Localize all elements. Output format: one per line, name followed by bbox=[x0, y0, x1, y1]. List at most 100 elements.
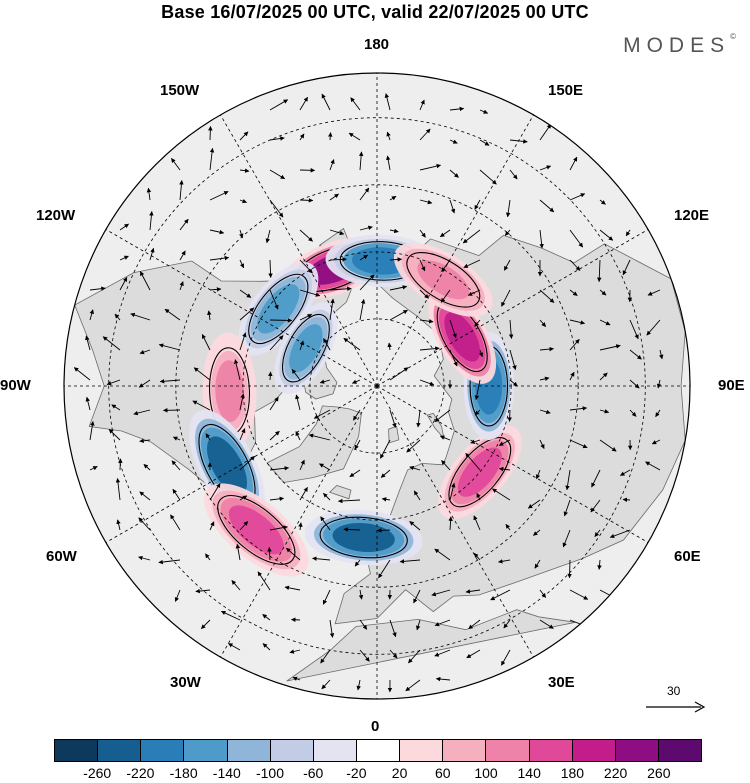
wind-vector-arrow bbox=[569, 289, 578, 296]
wind-vector-arrow bbox=[268, 259, 273, 278]
wind-vector-arrow bbox=[569, 338, 580, 351]
wind-vector-arrow bbox=[599, 344, 621, 351]
wind-vector-arrow bbox=[239, 428, 246, 441]
colorbar-swatch bbox=[184, 740, 228, 761]
wind-vector-arrow bbox=[539, 199, 555, 213]
wind-vector-arrow bbox=[389, 285, 408, 291]
wind-vector-arrow bbox=[389, 409, 397, 428]
meridian-line bbox=[376, 385, 649, 543]
wind-vector-arrow bbox=[479, 139, 490, 146]
wind-vector-arrow bbox=[269, 496, 285, 502]
wind-vector-arrow bbox=[565, 469, 571, 491]
wind-vector-arrow bbox=[479, 169, 497, 185]
wind-vector-arrow bbox=[539, 123, 552, 141]
wind-vector-arrow bbox=[449, 199, 456, 214]
wind-vector-arrow bbox=[329, 619, 335, 638]
anomaly-blue-center-canada-east bbox=[274, 302, 338, 394]
anomaly-contour-fill bbox=[457, 447, 502, 497]
map-disc-border bbox=[63, 72, 691, 700]
wind-vector-arrow bbox=[220, 610, 241, 621]
lon-label-150e: 150E bbox=[548, 82, 584, 99]
lon-label-60w: 60W bbox=[46, 548, 77, 565]
wind-vector-arrow bbox=[599, 199, 606, 205]
meridian-line bbox=[220, 114, 378, 387]
wind-vector-arrow bbox=[356, 679, 361, 691]
wind-vector-arrow bbox=[350, 97, 361, 111]
colorbar-swatch bbox=[141, 740, 185, 761]
wind-vector-arrow bbox=[509, 379, 518, 387]
wind-vector-arrow bbox=[111, 404, 121, 411]
wind-vector-arrow bbox=[233, 359, 241, 381]
wind-vector-arrow bbox=[164, 308, 181, 321]
wind-vector-arrow bbox=[348, 132, 361, 141]
colorbar-swatch bbox=[313, 740, 357, 761]
wind-vector-arrow bbox=[539, 346, 554, 352]
wind-vector-arrow bbox=[449, 169, 459, 178]
wind-vector-arrow bbox=[269, 466, 290, 471]
wind-vector-arrow bbox=[329, 193, 339, 201]
wind-vector-arrow bbox=[85, 335, 91, 351]
wind-vector-arrow bbox=[505, 523, 511, 531]
wind-vector-arrow bbox=[269, 318, 293, 323]
wind-vector-arrow bbox=[239, 198, 248, 204]
wind-vector-arrow bbox=[321, 93, 331, 111]
wind-vector-arrow bbox=[337, 498, 361, 504]
wind-vector-arrow bbox=[474, 199, 481, 210]
wind-vector-arrow bbox=[359, 254, 369, 261]
land-novaya-zemlya bbox=[426, 412, 445, 440]
wind-vector-arrow bbox=[329, 298, 335, 321]
colorbar-swatch bbox=[615, 740, 659, 761]
wind-vector-arrow bbox=[319, 379, 331, 384]
colorbar-tick-label: -60 bbox=[303, 765, 324, 781]
wind-vector-arrow bbox=[569, 439, 588, 449]
wind-vector-arrow bbox=[269, 335, 284, 351]
wind-vector-arrow bbox=[349, 469, 361, 478]
wind-vector-arrow bbox=[419, 99, 425, 111]
latitude-circle bbox=[108, 117, 646, 655]
wind-vector-arrow bbox=[599, 319, 611, 326]
wind-vector-arrow bbox=[292, 676, 301, 681]
wind-vector-arrow bbox=[498, 559, 511, 564]
wind-vector-arrow bbox=[449, 349, 458, 367]
colorbar-tick-label: -260 bbox=[83, 765, 112, 781]
wind-vector-arrow bbox=[299, 340, 304, 351]
meridian-line bbox=[376, 385, 534, 658]
wind-vector-arrow bbox=[322, 589, 331, 605]
wind-vector-arrow bbox=[171, 460, 181, 471]
colorbar-swatch bbox=[227, 740, 271, 761]
wind-vector-arrow bbox=[359, 187, 370, 201]
wind-vector-arrow bbox=[359, 225, 373, 231]
colorbar-tick-label: -100 bbox=[255, 765, 285, 781]
wind-vector-arrow bbox=[358, 589, 364, 600]
graticule bbox=[64, 73, 690, 699]
colorbar-tick-label: 20 bbox=[391, 765, 408, 781]
polar-map bbox=[63, 72, 691, 700]
wind-vector-arrow bbox=[609, 529, 631, 539]
wind-vector-arrow bbox=[354, 439, 361, 450]
colorbar-swatch bbox=[572, 740, 616, 761]
wind-vector-arrow bbox=[479, 109, 489, 114]
wind-vector-arrow bbox=[470, 439, 481, 444]
wind-vector-arrow bbox=[622, 497, 631, 502]
wind-vector-arrow bbox=[645, 461, 661, 471]
wind-vector-arrow bbox=[321, 679, 331, 690]
wind-vector-arrow bbox=[235, 543, 241, 561]
wind-vector-arrow bbox=[539, 439, 545, 450]
wind-vector-arrow bbox=[655, 409, 661, 418]
colorbar-tick-label: 100 bbox=[474, 765, 498, 781]
wind-vector-arrow bbox=[285, 547, 301, 561]
wind-vector-arrow bbox=[509, 169, 518, 180]
wind-vector-arrow bbox=[170, 514, 181, 531]
wind-vector-arrow bbox=[262, 614, 271, 621]
wind-vector-arrow bbox=[503, 259, 511, 271]
wind-vector-arrow bbox=[389, 228, 399, 234]
wind-vector-arrow bbox=[473, 515, 481, 531]
wind-vector-arrow bbox=[299, 289, 321, 297]
lon-label-120e: 120E bbox=[674, 207, 710, 224]
wind-vector-arrow bbox=[594, 529, 601, 537]
wind-vector-arrow bbox=[289, 649, 301, 654]
wind-vector-arrow bbox=[354, 559, 361, 567]
wind-vector-arrow bbox=[231, 580, 241, 591]
colorbar-swatch bbox=[356, 740, 401, 761]
lon-label-90w: 90W bbox=[0, 377, 31, 394]
